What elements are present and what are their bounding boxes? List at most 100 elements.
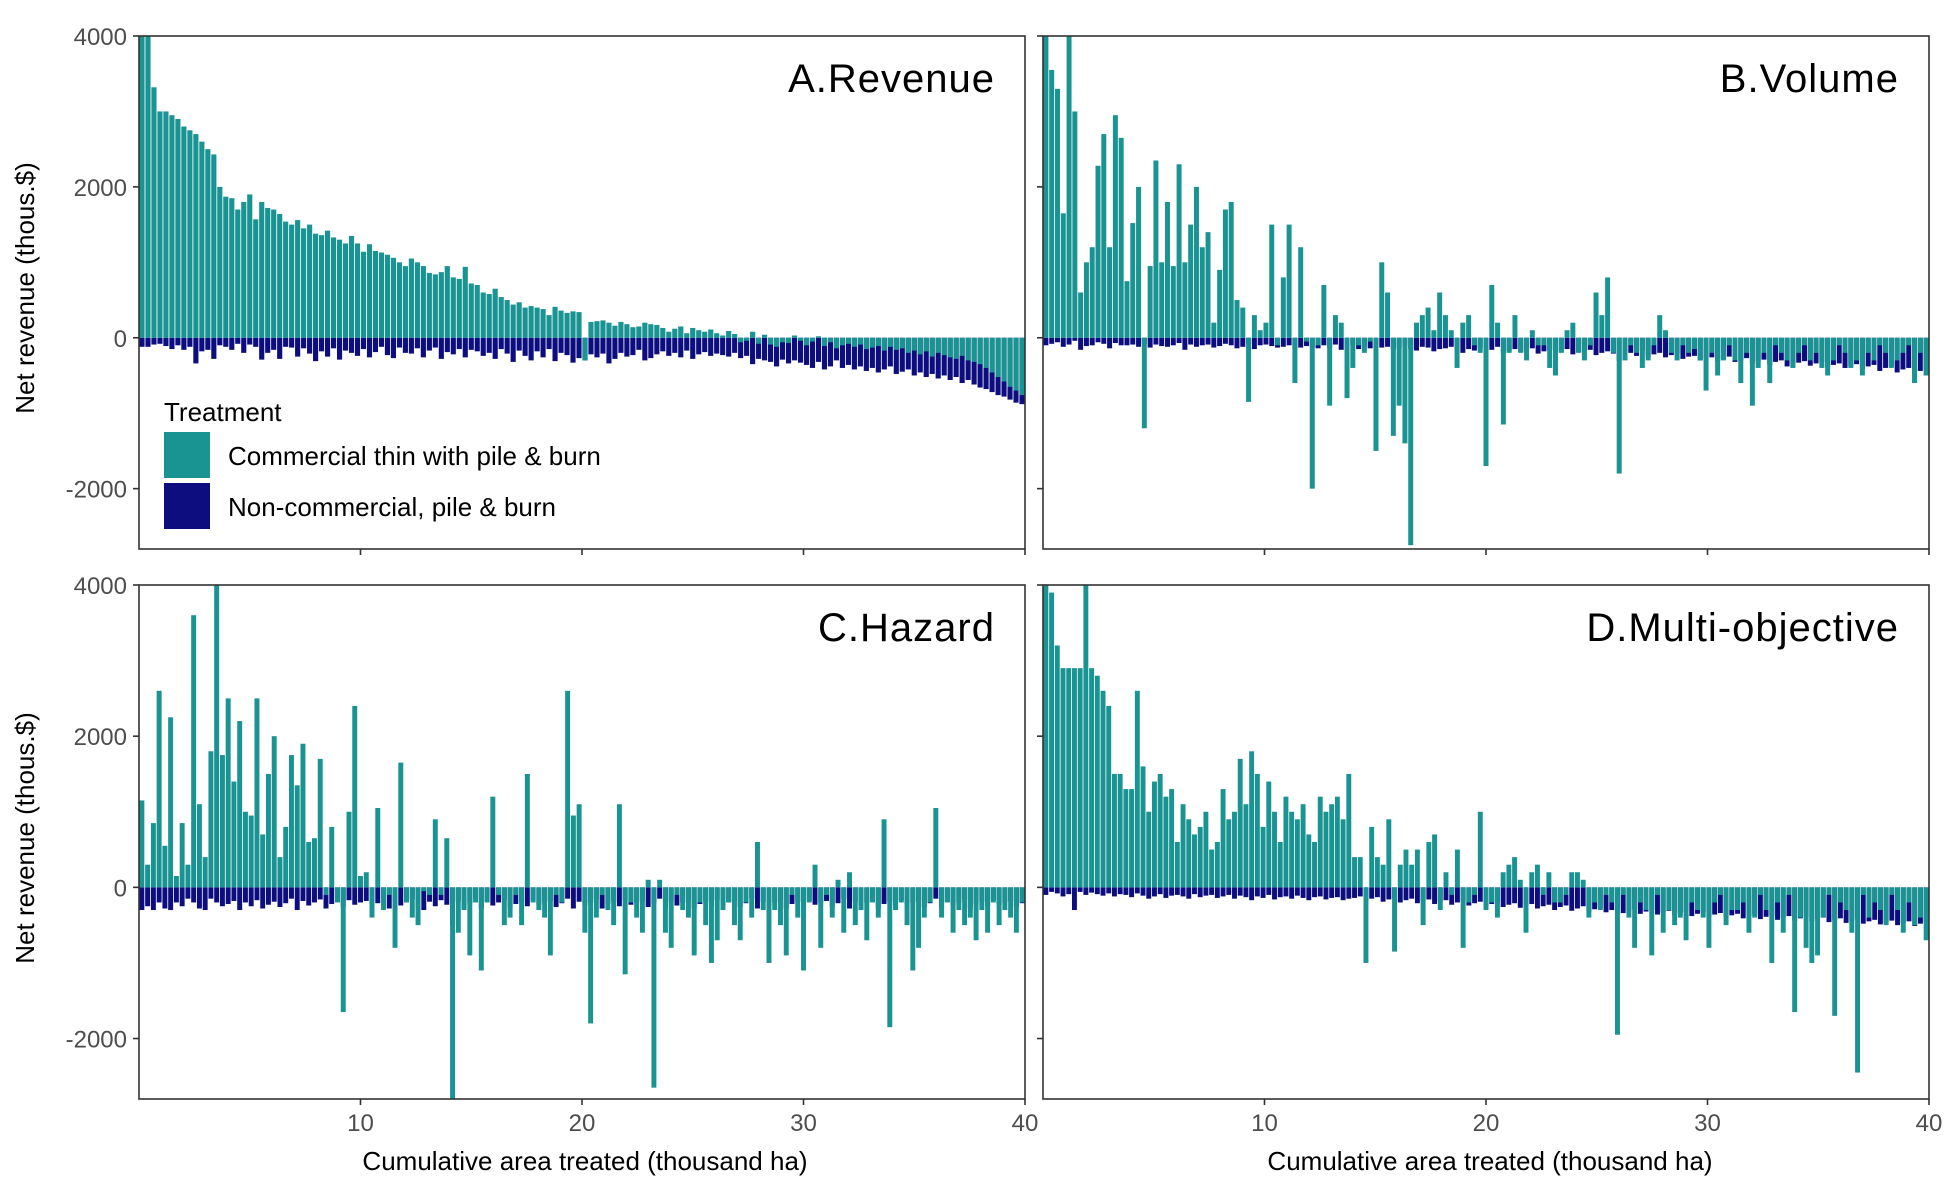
bar-commercial — [260, 834, 266, 888]
bar-commercial — [363, 872, 369, 888]
bar-commercial — [995, 337, 1001, 377]
bar-commercial — [1645, 337, 1651, 361]
bar-noncommercial — [1826, 887, 1832, 923]
bar-commercial — [175, 118, 181, 338]
bar-commercial — [600, 320, 606, 338]
bar-commercial — [1153, 160, 1159, 338]
panel-c-hazard: C.Hazard — [138, 584, 1026, 1100]
bar-noncommercial — [1163, 887, 1169, 898]
bar-commercial — [1494, 887, 1500, 918]
bar-noncommercial — [283, 337, 289, 347]
bar-commercial — [277, 214, 283, 338]
bar-commercial — [1157, 773, 1163, 888]
bar-noncommercial — [1317, 887, 1323, 897]
bar-commercial — [1222, 209, 1228, 338]
bar-commercial — [484, 887, 490, 903]
bar-commercial — [833, 337, 839, 349]
bar-commercial — [1049, 592, 1055, 888]
bar-commercial — [1813, 337, 1819, 353]
bar-commercial — [678, 326, 684, 338]
y-tick-label: 2000 — [74, 175, 127, 202]
bar-commercial — [409, 887, 415, 918]
bar-noncommercial — [319, 337, 325, 352]
bar-commercial — [1691, 337, 1697, 350]
bar-commercial — [181, 126, 187, 338]
bar-commercial — [1697, 337, 1703, 361]
bar-noncommercial — [893, 337, 899, 374]
bar-commercial — [271, 736, 277, 888]
bar-noncommercial — [150, 887, 156, 911]
bar-noncommercial — [1775, 887, 1780, 920]
bar-commercial — [1660, 887, 1666, 933]
bar-commercial — [1243, 804, 1249, 888]
bar-commercial — [714, 887, 720, 941]
bar-commercial — [1263, 322, 1269, 338]
bar-noncommercial — [173, 887, 179, 903]
x-tick-label: 20 — [1473, 1110, 1500, 1137]
bar-commercial — [294, 785, 300, 888]
bar-noncommercial — [1460, 337, 1466, 353]
bar-commercial — [1240, 307, 1246, 338]
bar-noncommercial — [1214, 887, 1220, 898]
bar-noncommercial — [462, 337, 468, 358]
bar-commercial — [845, 337, 851, 344]
bar-noncommercial — [1563, 887, 1569, 906]
bar-commercial — [1340, 819, 1346, 888]
bar-commercial — [414, 262, 420, 338]
panel-b-border — [1042, 35, 1930, 550]
bar-noncommercial — [151, 337, 157, 345]
bar-commercial — [196, 804, 202, 888]
bar-noncommercial — [1170, 337, 1176, 346]
bar-noncommercial — [1529, 337, 1535, 349]
bar-noncommercial — [1570, 337, 1576, 355]
bar-commercial — [1695, 887, 1700, 911]
bar-commercial — [1615, 887, 1620, 1035]
bar-commercial — [1315, 337, 1321, 346]
bar-commercial — [1512, 315, 1518, 338]
bar-noncommercial — [414, 337, 420, 349]
bar-commercial — [1454, 849, 1460, 888]
bar-noncommercial — [196, 887, 202, 909]
bar-commercial — [1327, 337, 1333, 406]
bar-commercial — [1825, 337, 1831, 376]
y-tick-label: 2000 — [74, 724, 127, 751]
bar-commercial — [1292, 337, 1298, 384]
bar-commercial — [887, 337, 893, 347]
bar-commercial — [1489, 887, 1495, 903]
bar-commercial — [1709, 337, 1715, 353]
bar-commercial — [1597, 887, 1603, 911]
bar-noncommercial — [1802, 337, 1807, 362]
bar-noncommercial — [755, 887, 760, 909]
bar-noncommercial — [225, 887, 231, 904]
bar-noncommercial — [247, 337, 253, 345]
bar-commercial — [1917, 337, 1923, 353]
bar-commercial — [336, 239, 343, 338]
bar-commercial — [1820, 887, 1826, 918]
bar-commercial — [1723, 887, 1729, 926]
bar-noncommercial — [217, 337, 223, 346]
bar-noncommercial — [1286, 337, 1292, 346]
bar-noncommercial — [558, 337, 564, 353]
bar-commercial — [1298, 247, 1304, 338]
bar-noncommercial — [738, 337, 744, 359]
panel-a-title: A.Revenue — [788, 57, 995, 101]
bar-commercial — [1529, 872, 1535, 888]
bar-noncommercial — [1454, 887, 1460, 903]
bar-commercial — [1397, 864, 1403, 888]
bar-commercial — [1176, 164, 1182, 338]
bar-noncommercial — [1432, 887, 1438, 904]
bar-commercial — [1420, 887, 1426, 926]
bar-noncommercial — [1146, 887, 1152, 899]
bar-noncommercial — [773, 337, 780, 367]
bar-commercial — [187, 130, 193, 338]
bar-commercial — [540, 309, 546, 338]
bar-commercial — [1193, 186, 1199, 338]
bar-commercial — [911, 337, 917, 351]
bar-commercial — [1784, 337, 1790, 361]
bar-commercial — [1819, 337, 1825, 368]
bar-commercial — [864, 887, 870, 941]
bar-commercial — [534, 307, 540, 338]
bar-noncommercial — [726, 337, 732, 357]
bar-commercial — [486, 294, 492, 338]
bar-commercial — [1767, 337, 1773, 384]
